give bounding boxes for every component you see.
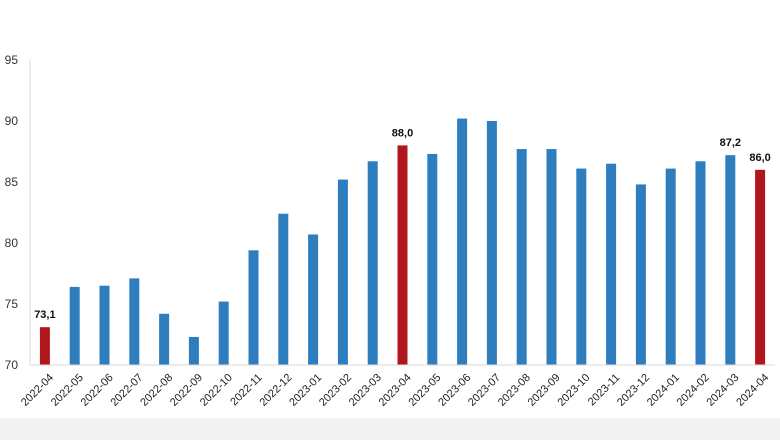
- bar-2022-10: [218, 301, 229, 365]
- bar-2023-02: [337, 179, 348, 365]
- bar-2023-07: [486, 121, 497, 365]
- bar-2022-08: [159, 313, 170, 365]
- x-tick-label: 2023-10: [555, 372, 592, 409]
- y-tick-label: 75: [5, 297, 19, 311]
- bar-2024-04: [755, 169, 766, 365]
- data-label-2024-04: 86,0: [749, 152, 770, 164]
- bar-2023-08: [516, 149, 527, 365]
- x-tick-label: 2022-10: [198, 372, 235, 409]
- data-label-2024-03: 87,2: [720, 137, 741, 149]
- data-labels: 73,1 88,0 87,2 86,0: [34, 127, 771, 321]
- data-label-2022-04: 73,1: [34, 309, 55, 321]
- y-tick-label: 85: [5, 175, 19, 189]
- bars: [39, 118, 766, 365]
- bar-2024-02: [695, 161, 706, 365]
- bar-2022-09: [188, 336, 199, 365]
- bar-2022-11: [248, 250, 259, 365]
- y-tick-label: 70: [5, 358, 19, 372]
- bar-2022-07: [129, 278, 140, 365]
- bar-2023-12: [635, 184, 646, 365]
- bar-2023-11: [606, 163, 617, 365]
- bar-2022-05: [69, 286, 80, 365]
- x-axis: 2022-042022-052022-062022-072022-082022-…: [19, 364, 775, 409]
- bar-2023-01: [308, 234, 319, 365]
- data-label-2023-04: 88,0: [392, 127, 413, 139]
- y-tick-label: 95: [5, 53, 19, 67]
- bar-2023-10: [576, 168, 587, 365]
- bar-2023-05: [427, 153, 438, 365]
- bar-2023-06: [457, 118, 468, 365]
- y-axis: 70 75 80 85 90 95: [5, 53, 31, 372]
- bar-2024-01: [665, 168, 676, 365]
- x-tick-label: 2024-04: [734, 372, 771, 409]
- bar-2023-04: [397, 145, 408, 365]
- bar-2024-03: [725, 155, 736, 365]
- y-tick-label: 80: [5, 236, 19, 250]
- bar-2022-06: [99, 285, 110, 365]
- bar-2022-04: [39, 327, 50, 365]
- bar-2023-03: [367, 161, 378, 365]
- bar-2022-12: [278, 213, 289, 365]
- footer-band: [0, 418, 780, 440]
- y-tick-label: 90: [5, 114, 19, 128]
- bar-2023-09: [546, 149, 557, 365]
